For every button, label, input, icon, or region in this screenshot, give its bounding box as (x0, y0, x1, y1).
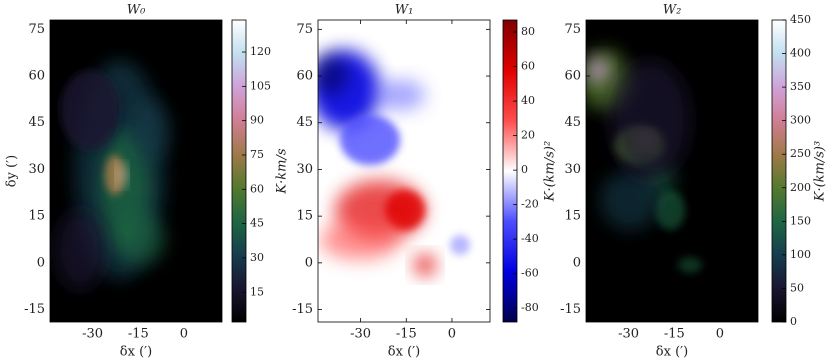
colorbar-tick-label: 150 (790, 214, 811, 227)
map-feature (600, 170, 660, 230)
x-tick-label: 0 (180, 327, 188, 342)
colorbar (502, 19, 518, 323)
map-feature (130, 100, 170, 160)
colorbar-tick-label: 80 (521, 25, 535, 38)
map-image (55, 60, 170, 290)
x-tick-label: -30 (82, 327, 103, 342)
colorbar-tick-label: 350 (790, 80, 811, 93)
y-tick-label: 75 (564, 22, 581, 37)
map-feature (678, 257, 702, 273)
colorbar-tick-label: 105 (250, 79, 271, 92)
colorbar-tick-label: 200 (790, 181, 811, 194)
x-axis-label: δx (′) (388, 345, 420, 360)
axes-frame (317, 19, 491, 323)
y-tick-label: 75 (28, 22, 45, 37)
y-tick-label: 30 (564, 162, 581, 177)
y-tick-label: 30 (296, 162, 313, 177)
title: W₁ (395, 3, 414, 18)
map-feature (375, 80, 425, 110)
y-tick-label: 60 (296, 69, 313, 84)
map-feature (450, 235, 470, 255)
x-tick-label: -30 (618, 327, 639, 342)
colorbar-tick-label: 450 (790, 13, 811, 26)
map-image (318, 50, 470, 275)
y-tick-label: 0 (37, 255, 45, 270)
map-feature (318, 55, 348, 95)
map-feature (60, 70, 120, 150)
y-tick-label: 60 (28, 69, 45, 84)
y-tick-label: 30 (28, 162, 45, 177)
colorbar (231, 19, 247, 323)
colorbar (771, 19, 787, 323)
map-feature (118, 167, 126, 183)
colorbar-tick-label: 50 (790, 281, 804, 294)
y-tick-label: -15 (292, 302, 313, 317)
x-tick-label: 0 (716, 327, 724, 342)
colorbar-tick-label: 90 (250, 114, 264, 127)
map-feature (320, 220, 400, 260)
y-tick-label: -15 (560, 302, 581, 317)
colorbar-tick-label: 15 (250, 285, 264, 298)
x-axis-label: δx (′) (120, 345, 152, 360)
x-axis-label: δx (′) (656, 345, 688, 360)
map-feature (655, 190, 685, 230)
axes-frame (585, 19, 759, 323)
colorbar-tick-label: 250 (790, 147, 811, 160)
y-tick-label: 0 (573, 255, 581, 270)
x-tick-label: -15 (664, 327, 685, 342)
colorbar-tick-label: 60 (521, 60, 535, 73)
y-axis-label: δy (′) (5, 155, 20, 187)
y-tick-label: 45 (564, 115, 581, 130)
y-tick-label: 45 (296, 115, 313, 130)
colorbar-label: K·(km/s)³ (813, 141, 828, 202)
colorbar-tick-label: 0 (790, 315, 797, 328)
x-tick-label: -15 (128, 327, 149, 342)
y-tick-label: 60 (564, 69, 581, 84)
map-feature (105, 155, 125, 195)
y-tick-label: 15 (564, 209, 581, 224)
colorbar-label: K·(km/s)² (543, 141, 558, 202)
x-tick-label: 0 (448, 327, 456, 342)
colorbar-tick-label: -40 (521, 232, 539, 245)
map-image (586, 50, 702, 273)
colorbar-tick-label: 20 (521, 129, 535, 142)
axes-frame (49, 19, 223, 323)
colorbar-tick-label: 100 (790, 248, 811, 261)
colorbar-tick-label: -60 (521, 267, 539, 280)
title: W₂ (663, 3, 682, 18)
colorbar-tick-label: 40 (521, 94, 535, 107)
x-tick-label: -15 (396, 327, 417, 342)
y-tick-label: 75 (296, 22, 313, 37)
colorbar-tick-label: 75 (250, 148, 264, 161)
y-tick-label: 45 (28, 115, 45, 130)
map-feature (610, 60, 690, 180)
y-tick-label: 0 (305, 255, 313, 270)
colorbar-tick-label: 60 (250, 182, 264, 195)
colorbar-tick-label: 300 (790, 114, 811, 127)
map-feature (588, 58, 608, 82)
x-tick-label: -30 (350, 327, 371, 342)
colorbar-tick-label: -80 (521, 301, 539, 314)
y-tick-label: 15 (296, 209, 313, 224)
colorbar-tick-label: 400 (790, 47, 811, 60)
colorbar-label: K·km/s (275, 148, 290, 194)
colorbar-tick-label: 30 (250, 251, 264, 264)
map-feature (385, 190, 425, 230)
map-feature (55, 210, 105, 290)
map-feature (340, 115, 400, 165)
map-feature (415, 255, 435, 275)
map-feature (115, 215, 165, 265)
colorbar-tick-label: 0 (521, 163, 528, 176)
colorbar-tick-label: 45 (250, 217, 264, 230)
title: W₀ (127, 3, 146, 18)
y-tick-label: -15 (24, 302, 45, 317)
colorbar-tick-label: 120 (250, 45, 271, 58)
colorbar-tick-label: -20 (521, 198, 539, 211)
y-tick-label: 15 (28, 209, 45, 224)
